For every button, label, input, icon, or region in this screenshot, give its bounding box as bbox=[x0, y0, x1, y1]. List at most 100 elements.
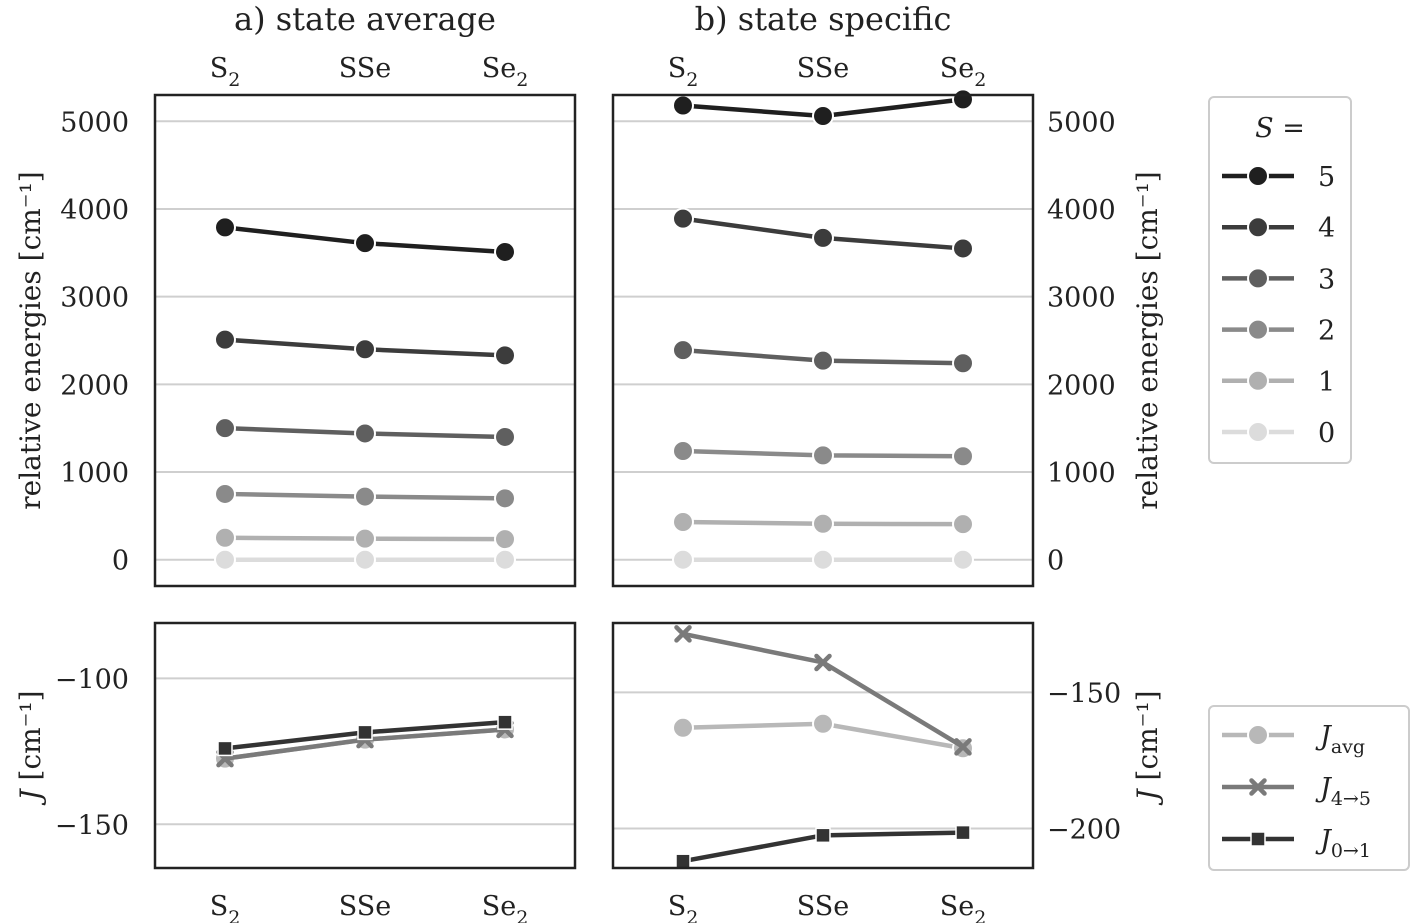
y-tick-label: −150 bbox=[55, 810, 129, 841]
data-point bbox=[955, 824, 971, 841]
legend-label: Javg bbox=[1315, 721, 1365, 758]
data-point bbox=[354, 527, 376, 550]
y-axis-label: J [cm⁻¹] bbox=[14, 690, 47, 805]
data-point bbox=[672, 548, 694, 571]
data-point bbox=[497, 714, 513, 730]
x-tick-label: SSe bbox=[339, 53, 392, 84]
y-tick-label: −200 bbox=[1047, 815, 1121, 846]
y-tick-label: 1000 bbox=[60, 458, 129, 489]
data-point bbox=[952, 237, 974, 260]
data-point bbox=[214, 548, 236, 571]
data-point bbox=[354, 422, 376, 445]
panel-b-top: 0 1000 2000 3000 4000 5000 S2 SSe Se2 b) state sp… bbox=[611, 0, 1164, 588]
data-point bbox=[672, 716, 694, 739]
legend-label: 0 bbox=[1318, 418, 1335, 449]
data-point bbox=[672, 207, 694, 230]
data-point bbox=[217, 740, 233, 757]
y-axis-label: J [cm⁻¹] bbox=[1131, 690, 1164, 805]
y-axis-label: relative energies [cm⁻¹] bbox=[14, 171, 47, 509]
data-point bbox=[812, 512, 834, 535]
data-point bbox=[952, 88, 974, 111]
y-tick-label: 2000 bbox=[60, 370, 129, 401]
data-point bbox=[494, 240, 516, 263]
data-point bbox=[214, 328, 236, 351]
data-point bbox=[952, 352, 974, 375]
panel-b-bottom: −150 −200 S2 SSe Se2 J [cm⁻¹] bbox=[611, 621, 1164, 923]
data-point bbox=[952, 445, 974, 468]
data-point bbox=[675, 853, 691, 869]
legend-marker bbox=[1247, 421, 1269, 443]
legend-marker bbox=[1247, 267, 1269, 290]
panel-title: b) state specific bbox=[695, 0, 952, 38]
data-point bbox=[812, 444, 834, 467]
data-point bbox=[354, 338, 376, 361]
data-point bbox=[214, 216, 236, 239]
y-tick-label: 0 bbox=[112, 546, 129, 577]
data-point bbox=[812, 226, 834, 249]
data-point bbox=[214, 482, 236, 505]
plot-frame bbox=[153, 621, 577, 870]
x-tick-label: SSe bbox=[797, 53, 850, 84]
data-point bbox=[494, 344, 516, 367]
data-point bbox=[952, 513, 974, 536]
legend-box bbox=[1208, 705, 1410, 871]
x-tick-label: S2 bbox=[668, 53, 699, 91]
y-tick-label: 0 bbox=[1047, 546, 1064, 577]
legend-label: 5 bbox=[1318, 162, 1335, 193]
data-point bbox=[812, 105, 834, 128]
panel-title: a) state average bbox=[234, 0, 496, 38]
y-axis-label: relative energies [cm⁻¹] bbox=[1131, 171, 1164, 509]
plot-frame bbox=[611, 93, 1035, 588]
data-point bbox=[952, 548, 974, 571]
data-point bbox=[214, 526, 236, 549]
data-point bbox=[354, 232, 376, 255]
legend-label: 3 bbox=[1318, 264, 1335, 295]
data-point bbox=[672, 94, 694, 117]
data-point bbox=[672, 339, 694, 362]
x-tick-label: SSe bbox=[339, 891, 392, 922]
data-point bbox=[815, 827, 831, 844]
data-point bbox=[672, 439, 694, 462]
panel-a-top: 0 1000 2000 3000 4000 5000 S2 SSe Se2 a) state av… bbox=[14, 0, 577, 588]
legend-label: 1 bbox=[1318, 367, 1335, 398]
legend-marker bbox=[1250, 831, 1266, 847]
legend-marker bbox=[1247, 369, 1269, 392]
y-tick-label: 3000 bbox=[60, 283, 129, 314]
data-point bbox=[954, 738, 972, 756]
legend-label: 2 bbox=[1318, 316, 1335, 347]
legend-j: Javg J4→5 J0→1 bbox=[1208, 705, 1410, 871]
legend-title: S = bbox=[1255, 113, 1305, 144]
plot-frame bbox=[611, 621, 1035, 870]
data-point bbox=[494, 528, 516, 551]
y-tick-label: −150 bbox=[1047, 678, 1121, 709]
data-point bbox=[812, 548, 834, 571]
x-tick-label: SSe bbox=[797, 891, 850, 922]
y-tick-label: 2000 bbox=[1047, 370, 1116, 401]
data-point bbox=[812, 349, 834, 372]
x-tick-label: Se2 bbox=[482, 53, 529, 91]
legend-marker bbox=[1249, 778, 1267, 796]
x-tick-label: S2 bbox=[210, 53, 241, 91]
legend-label: 4 bbox=[1318, 213, 1335, 244]
data-point bbox=[354, 485, 376, 508]
y-tick-label: 1000 bbox=[1047, 458, 1116, 489]
data-point bbox=[354, 548, 376, 571]
x-tick-label: S2 bbox=[668, 891, 699, 923]
legend-marker bbox=[1247, 318, 1269, 341]
data-point bbox=[672, 510, 694, 533]
data-point bbox=[494, 487, 516, 510]
data-point bbox=[357, 724, 373, 741]
plot-frame bbox=[153, 93, 577, 588]
legend-label: J0→1 bbox=[1315, 825, 1371, 862]
legend-marker bbox=[1247, 165, 1269, 187]
y-tick-label: 5000 bbox=[1047, 107, 1116, 138]
y-tick-label: −100 bbox=[55, 664, 129, 695]
x-tick-label: S2 bbox=[210, 891, 241, 923]
legend-marker bbox=[1247, 216, 1269, 239]
legend-label: J4→5 bbox=[1315, 773, 1371, 810]
data-point bbox=[674, 625, 692, 643]
y-tick-label: 3000 bbox=[1047, 283, 1116, 314]
data-point bbox=[494, 548, 516, 571]
data-point bbox=[494, 425, 516, 448]
data-point bbox=[812, 712, 834, 735]
